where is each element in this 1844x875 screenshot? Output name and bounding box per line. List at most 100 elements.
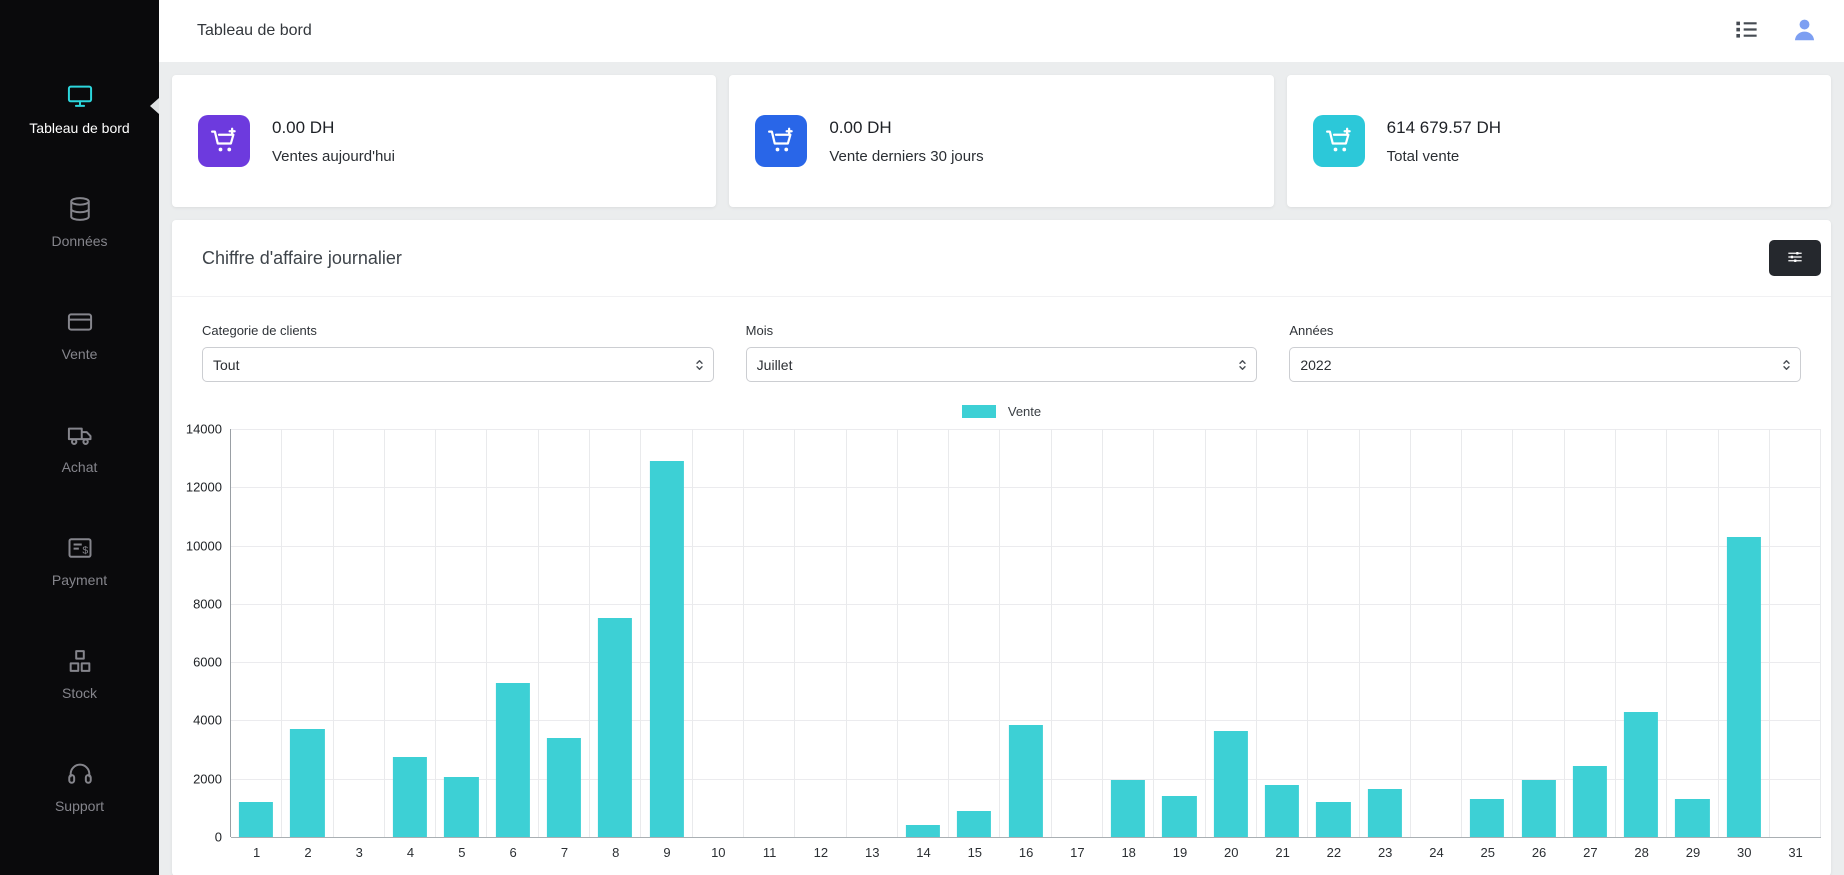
sidebar-item-achat[interactable]: Achat: [0, 421, 159, 475]
x-axis-tick-label: 7: [560, 845, 569, 860]
plot-columns: [231, 429, 1822, 837]
y-axis: 0 2000 4000 6000 8000 10000 12000 14000: [178, 422, 230, 845]
x-axis-labels: 1 2 3 4 5 6 7 8 9 10 11 12 13 14 15 16 17 18 19 20 21 22 23 24 2…: [230, 845, 1821, 860]
filter-label: Années: [1289, 323, 1334, 338]
chart-column-13: [847, 429, 898, 837]
chart-column-20: [1206, 429, 1257, 837]
chart-bar-28: [1624, 711, 1659, 837]
x-axis-tick-label: 1: [253, 845, 261, 860]
x-axis-tick-label: 18: [1121, 845, 1136, 860]
chart-column-1: [231, 429, 283, 837]
gridline: [231, 720, 1821, 722]
chart-column-18: [1103, 429, 1155, 837]
chart-column-24: [1411, 429, 1463, 837]
filter-group: Mois Juillet: [745, 323, 1258, 382]
y-axis-tick-label: 12000: [185, 479, 222, 495]
chart-bar-5: [444, 777, 479, 837]
x-axis-tick-label: 2: [304, 845, 312, 860]
main-area: Tableau de bord 0.00 DH Ventes aujou: [159, 0, 1844, 875]
x-axis-tick-label: 30: [1737, 845, 1752, 860]
user-avatar-button[interactable]: [1788, 15, 1820, 47]
y-axis-tick-label: 14000: [185, 421, 222, 437]
y-axis-tick-label: 8000: [193, 596, 222, 612]
filter-select-annees[interactable]: 2022: [1289, 347, 1802, 382]
chart-column-10: [693, 429, 744, 837]
content: 0.00 DH Ventes aujourd'hui 0.00 DH Vente…: [159, 62, 1844, 875]
chart-column-23: [1360, 429, 1411, 837]
sidebar-item-tableau-de-bord[interactable]: Tableau de bord: [0, 82, 159, 136]
x-axis-tick-label: 19: [1172, 845, 1188, 860]
sidebar-item-vente[interactable]: Vente: [0, 308, 159, 362]
stat-card-text: 614 679.57 DH Total vente: [1387, 118, 1501, 165]
x-axis-tick-label: 13: [864, 845, 880, 860]
x-axis-tick-label: 23: [1377, 845, 1393, 860]
chart-column-14: [898, 429, 950, 837]
stat-card-ventes-aujourd-hui: 0.00 DH Ventes aujourd'hui: [172, 75, 717, 207]
chart-column-15: [949, 429, 1001, 837]
header: Tableau de bord: [159, 0, 1844, 62]
y-axis-tick-label: 10000: [185, 538, 222, 554]
sidebar-item-label: Tableau de bord: [29, 120, 130, 136]
chart-bar-15: [957, 810, 992, 837]
filter-label: Mois: [745, 323, 774, 338]
chart-column-25: [1462, 429, 1514, 837]
stat-card-label: Ventes aujourd'hui: [272, 147, 395, 165]
chart-column-30: [1719, 429, 1770, 837]
chart-bar-22: [1316, 802, 1351, 837]
x-axis-tick-label: 21: [1275, 845, 1290, 860]
chart-bar-19: [1162, 796, 1197, 837]
stat-card-amount: 614 679.57 DH: [1386, 117, 1502, 137]
headset-icon: [66, 760, 94, 788]
chart-card: Chiffre d'affaire journalier Categorie d…: [172, 220, 1831, 875]
svg-text:$: $: [82, 544, 88, 556]
chart-column-9: [641, 429, 693, 837]
stat-card-amount: 0.00 DH: [272, 117, 335, 137]
chart-bar-26: [1521, 780, 1556, 837]
page-title: Tableau de bord: [197, 22, 312, 39]
legend-label: Vente: [1007, 404, 1042, 419]
sidebar: Tableau de bord Données Vente Achat $ Pa…: [0, 0, 159, 875]
y-axis-tick-label: 6000: [193, 654, 222, 670]
chart-column-17: [1052, 429, 1104, 837]
sidebar-item-donnees[interactable]: Données: [0, 195, 159, 249]
chart-column-5: [436, 429, 488, 837]
sidebar-item-label: Support: [54, 798, 105, 814]
sidebar-item-label: Données: [51, 233, 108, 249]
stat-cards-row: 0.00 DH Ventes aujourd'hui 0.00 DH Vente…: [172, 75, 1831, 207]
sidebar-item-support[interactable]: Support: [0, 760, 159, 814]
invoice-icon: $: [66, 534, 94, 562]
filter-select-wrap: Juillet: [745, 347, 1258, 382]
sidebar-item-label: Payment: [51, 572, 108, 588]
chart-bar-9: [649, 461, 684, 837]
filter-select-wrap: Tout: [202, 347, 714, 382]
sidebar-item-payment[interactable]: $ Payment: [0, 534, 159, 588]
cart-plus-icon: [198, 115, 250, 167]
filter-select-wrap: 2022: [1289, 347, 1802, 382]
task-list-button[interactable]: [1730, 15, 1762, 47]
x-axis-tick-label: 29: [1685, 845, 1701, 860]
x-axis-tick-label: 27: [1583, 845, 1598, 860]
credit-card-icon: [66, 308, 94, 336]
x-axis-tick-label: 22: [1326, 845, 1342, 860]
chart-column-29: [1667, 429, 1719, 837]
gridline: [231, 429, 1821, 430]
chart-filter-button[interactable]: [1769, 240, 1821, 276]
x-axis-tick-label: 6: [509, 845, 517, 860]
chart-column-8: [590, 429, 642, 837]
x-axis-tick-label: 31: [1788, 845, 1803, 860]
x-axis-tick-label: 11: [762, 845, 777, 860]
chart-bar-16: [1008, 724, 1043, 837]
chart-column-11: [744, 429, 796, 837]
stat-card-vente-derniers-30-jours: 0.00 DH Vente derniers 30 jours: [729, 75, 1274, 207]
chart-bar-27: [1572, 765, 1607, 837]
chart-column-31: [1770, 429, 1822, 837]
filter-select-categorie-de-clients[interactable]: Tout: [202, 347, 714, 382]
x-axis-tick-label: 12: [813, 845, 829, 860]
chart-bar-30: [1726, 536, 1761, 837]
x-axis-tick-label: 17: [1070, 845, 1085, 860]
sidebar-item-stock[interactable]: Stock: [0, 647, 159, 701]
filter-select-mois[interactable]: Juillet: [745, 347, 1258, 382]
sidebar-item-label: Vente: [61, 346, 98, 362]
chart-column-19: [1154, 429, 1206, 837]
